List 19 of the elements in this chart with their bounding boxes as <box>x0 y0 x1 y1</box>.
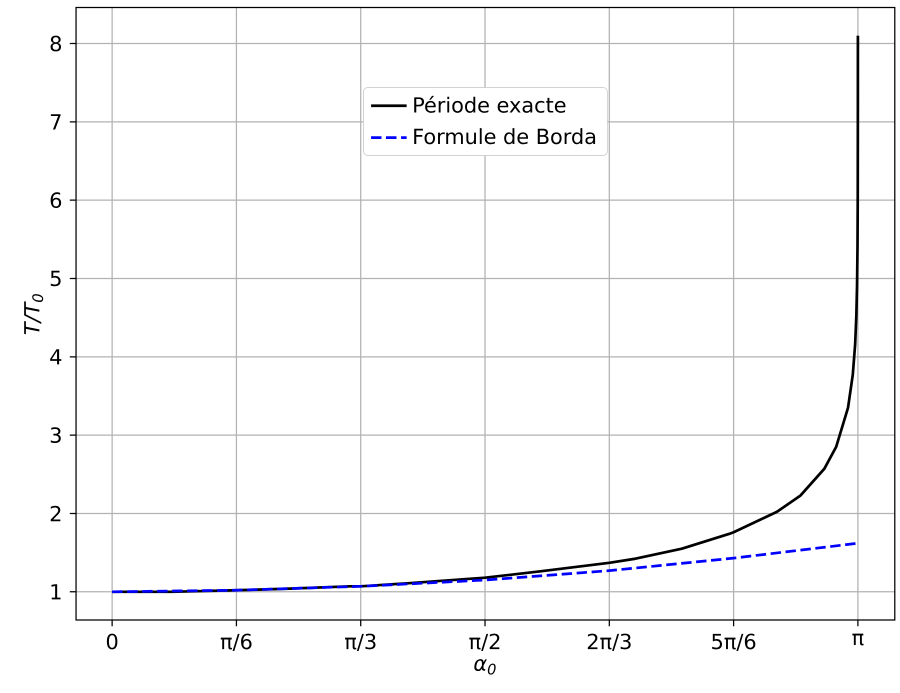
legend-label: Période exacte <box>414 96 566 113</box>
x-axis-title: α$_{0}$ <box>474 659 496 675</box>
x-tick-label: π/3 <box>345 634 376 652</box>
x-tick-label: π/2 <box>469 634 500 652</box>
x-tick-label: 0 <box>106 634 118 650</box>
x-tick-label: π <box>852 634 864 646</box>
x-tick-label: 2π/3 <box>588 634 631 652</box>
y-tick-label: 1 <box>51 584 61 600</box>
y-tick-label: 3 <box>50 427 61 444</box>
y-tick-label: 8 <box>50 36 62 52</box>
x-tick-label: 5π/6 <box>712 634 756 652</box>
y-tick-label: 4 <box>50 349 62 364</box>
x-tick-label: π/6 <box>220 634 252 652</box>
y-tick-label: 2 <box>50 506 60 522</box>
y-axis-title: T/T$_{0}$ <box>24 294 44 334</box>
y-tick-label: 5 <box>50 270 61 286</box>
y-tick-label: 7 <box>50 114 61 130</box>
y-tick-label: 6 <box>50 192 62 208</box>
legend-label: Formule de Borda <box>414 128 596 144</box>
